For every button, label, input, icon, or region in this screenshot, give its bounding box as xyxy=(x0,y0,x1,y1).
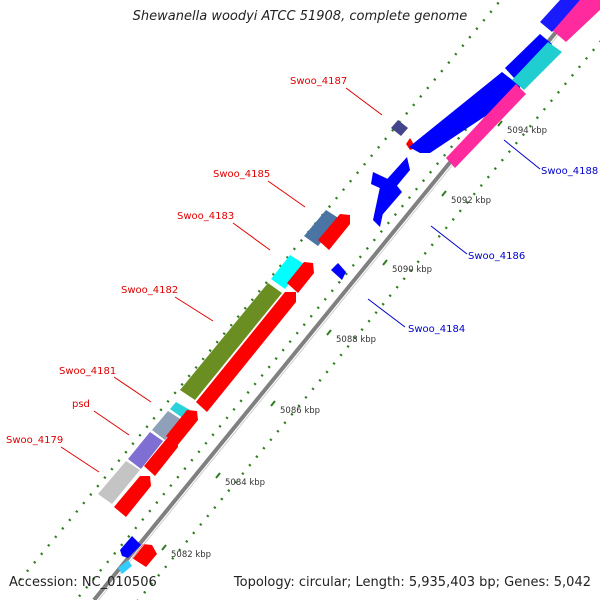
gene-label-leader xyxy=(430,225,468,255)
gene-label[interactable]: Swoo_4184 xyxy=(408,324,465,335)
gene-arrow[interactable] xyxy=(144,437,178,476)
gene-arrow[interactable] xyxy=(120,536,141,558)
genome-backbone xyxy=(92,0,588,600)
gene-label-leader xyxy=(232,222,271,251)
ruler-tick-label: 5084 kbp xyxy=(225,478,265,488)
gene-block[interactable] xyxy=(152,411,182,440)
gene-label[interactable]: Swoo_4182 xyxy=(121,285,178,296)
gene-block[interactable] xyxy=(118,560,132,574)
ruler-tick-label: 5092 kbp xyxy=(451,196,491,206)
gene-label[interactable]: Swoo_4179 xyxy=(6,435,63,446)
ruler-tick-mark xyxy=(382,259,388,266)
ruler-tick-label: 5094 kbp xyxy=(507,126,547,136)
gene-label-leader xyxy=(367,298,406,328)
ruler-tick-mark xyxy=(161,544,167,551)
ruler-tick-label: 5082 kbp xyxy=(171,550,211,560)
genome-summary: Topology: circular; Length: 5,935,403 bp… xyxy=(233,575,591,590)
gene-label-leader xyxy=(345,87,383,116)
gene-arrow[interactable] xyxy=(196,292,296,412)
genome-title: Shewanella woodyi ATCC 51908, complete g… xyxy=(132,9,468,24)
gene-block[interactable] xyxy=(446,84,526,168)
gene-block[interactable] xyxy=(98,461,140,504)
ruler-tick-mark xyxy=(441,190,447,197)
gene-block[interactable] xyxy=(304,210,340,246)
gene-labels: Swoo_4187 Swoo_4185 Swoo_4183 Swoo_4182 Swoo… xyxy=(6,76,598,473)
ruler-tick-label: 5088 kbp xyxy=(336,335,376,345)
forward-features xyxy=(98,120,408,504)
gene-label[interactable]: Swoo_4188 xyxy=(541,166,598,177)
gene-block[interactable] xyxy=(271,255,304,289)
accession-text: Accession: NC_010506 xyxy=(9,575,157,590)
guide-tracks xyxy=(19,0,600,600)
gene-label-leader xyxy=(93,410,130,436)
ruler-tick-label: 5090 kbp xyxy=(392,265,432,275)
gene-arrow[interactable] xyxy=(318,214,350,250)
gene-label[interactable]: psd xyxy=(72,399,90,410)
gene-arrow[interactable] xyxy=(505,34,552,78)
ruler-tick-label: 5086 kbp xyxy=(280,406,320,416)
ruler-tick-mark xyxy=(215,472,221,479)
gene-label-leader xyxy=(503,139,541,170)
gene-arrow[interactable] xyxy=(373,157,410,227)
gene-block[interactable] xyxy=(128,432,163,469)
gene-label-leader xyxy=(174,296,214,322)
reverse-features xyxy=(118,0,600,574)
ruler-tick-mark xyxy=(326,329,332,336)
gene-label[interactable]: Swoo_4185 xyxy=(213,169,270,180)
gene-arrow[interactable] xyxy=(114,476,151,517)
gene-arrow[interactable] xyxy=(132,544,157,567)
guide-track-inner xyxy=(74,39,541,600)
ruler-tick-mark xyxy=(270,400,276,407)
ruler-tick-mark xyxy=(497,120,503,127)
forward-arrows xyxy=(114,138,416,567)
gene-arrow[interactable] xyxy=(409,72,520,153)
guide-track-outer xyxy=(19,0,503,581)
gene-block[interactable] xyxy=(180,283,282,400)
gene-label[interactable]: Swoo_4181 xyxy=(59,366,116,377)
gene-arrow[interactable] xyxy=(166,410,198,446)
gene-label-leader xyxy=(267,180,306,208)
gene-label-leader xyxy=(60,446,100,473)
gene-label[interactable]: Swoo_4183 xyxy=(177,211,234,222)
gene-label[interactable]: Swoo_4187 xyxy=(290,76,347,87)
gene-block[interactable] xyxy=(512,42,562,90)
gene-label-leader xyxy=(113,376,152,403)
gene-block[interactable] xyxy=(391,120,408,136)
gene-block[interactable] xyxy=(552,0,600,42)
gene-arrow[interactable] xyxy=(331,263,346,280)
gene-arrow[interactable] xyxy=(287,262,314,293)
gene-label[interactable]: Swoo_4186 xyxy=(468,251,525,262)
guide-track-ruler xyxy=(136,40,600,600)
ruler: 5082 kbp 5084 kbp 5086 kbp 5088 kbp 5090 kbp… xyxy=(161,120,547,560)
gene-block[interactable] xyxy=(540,0,580,32)
